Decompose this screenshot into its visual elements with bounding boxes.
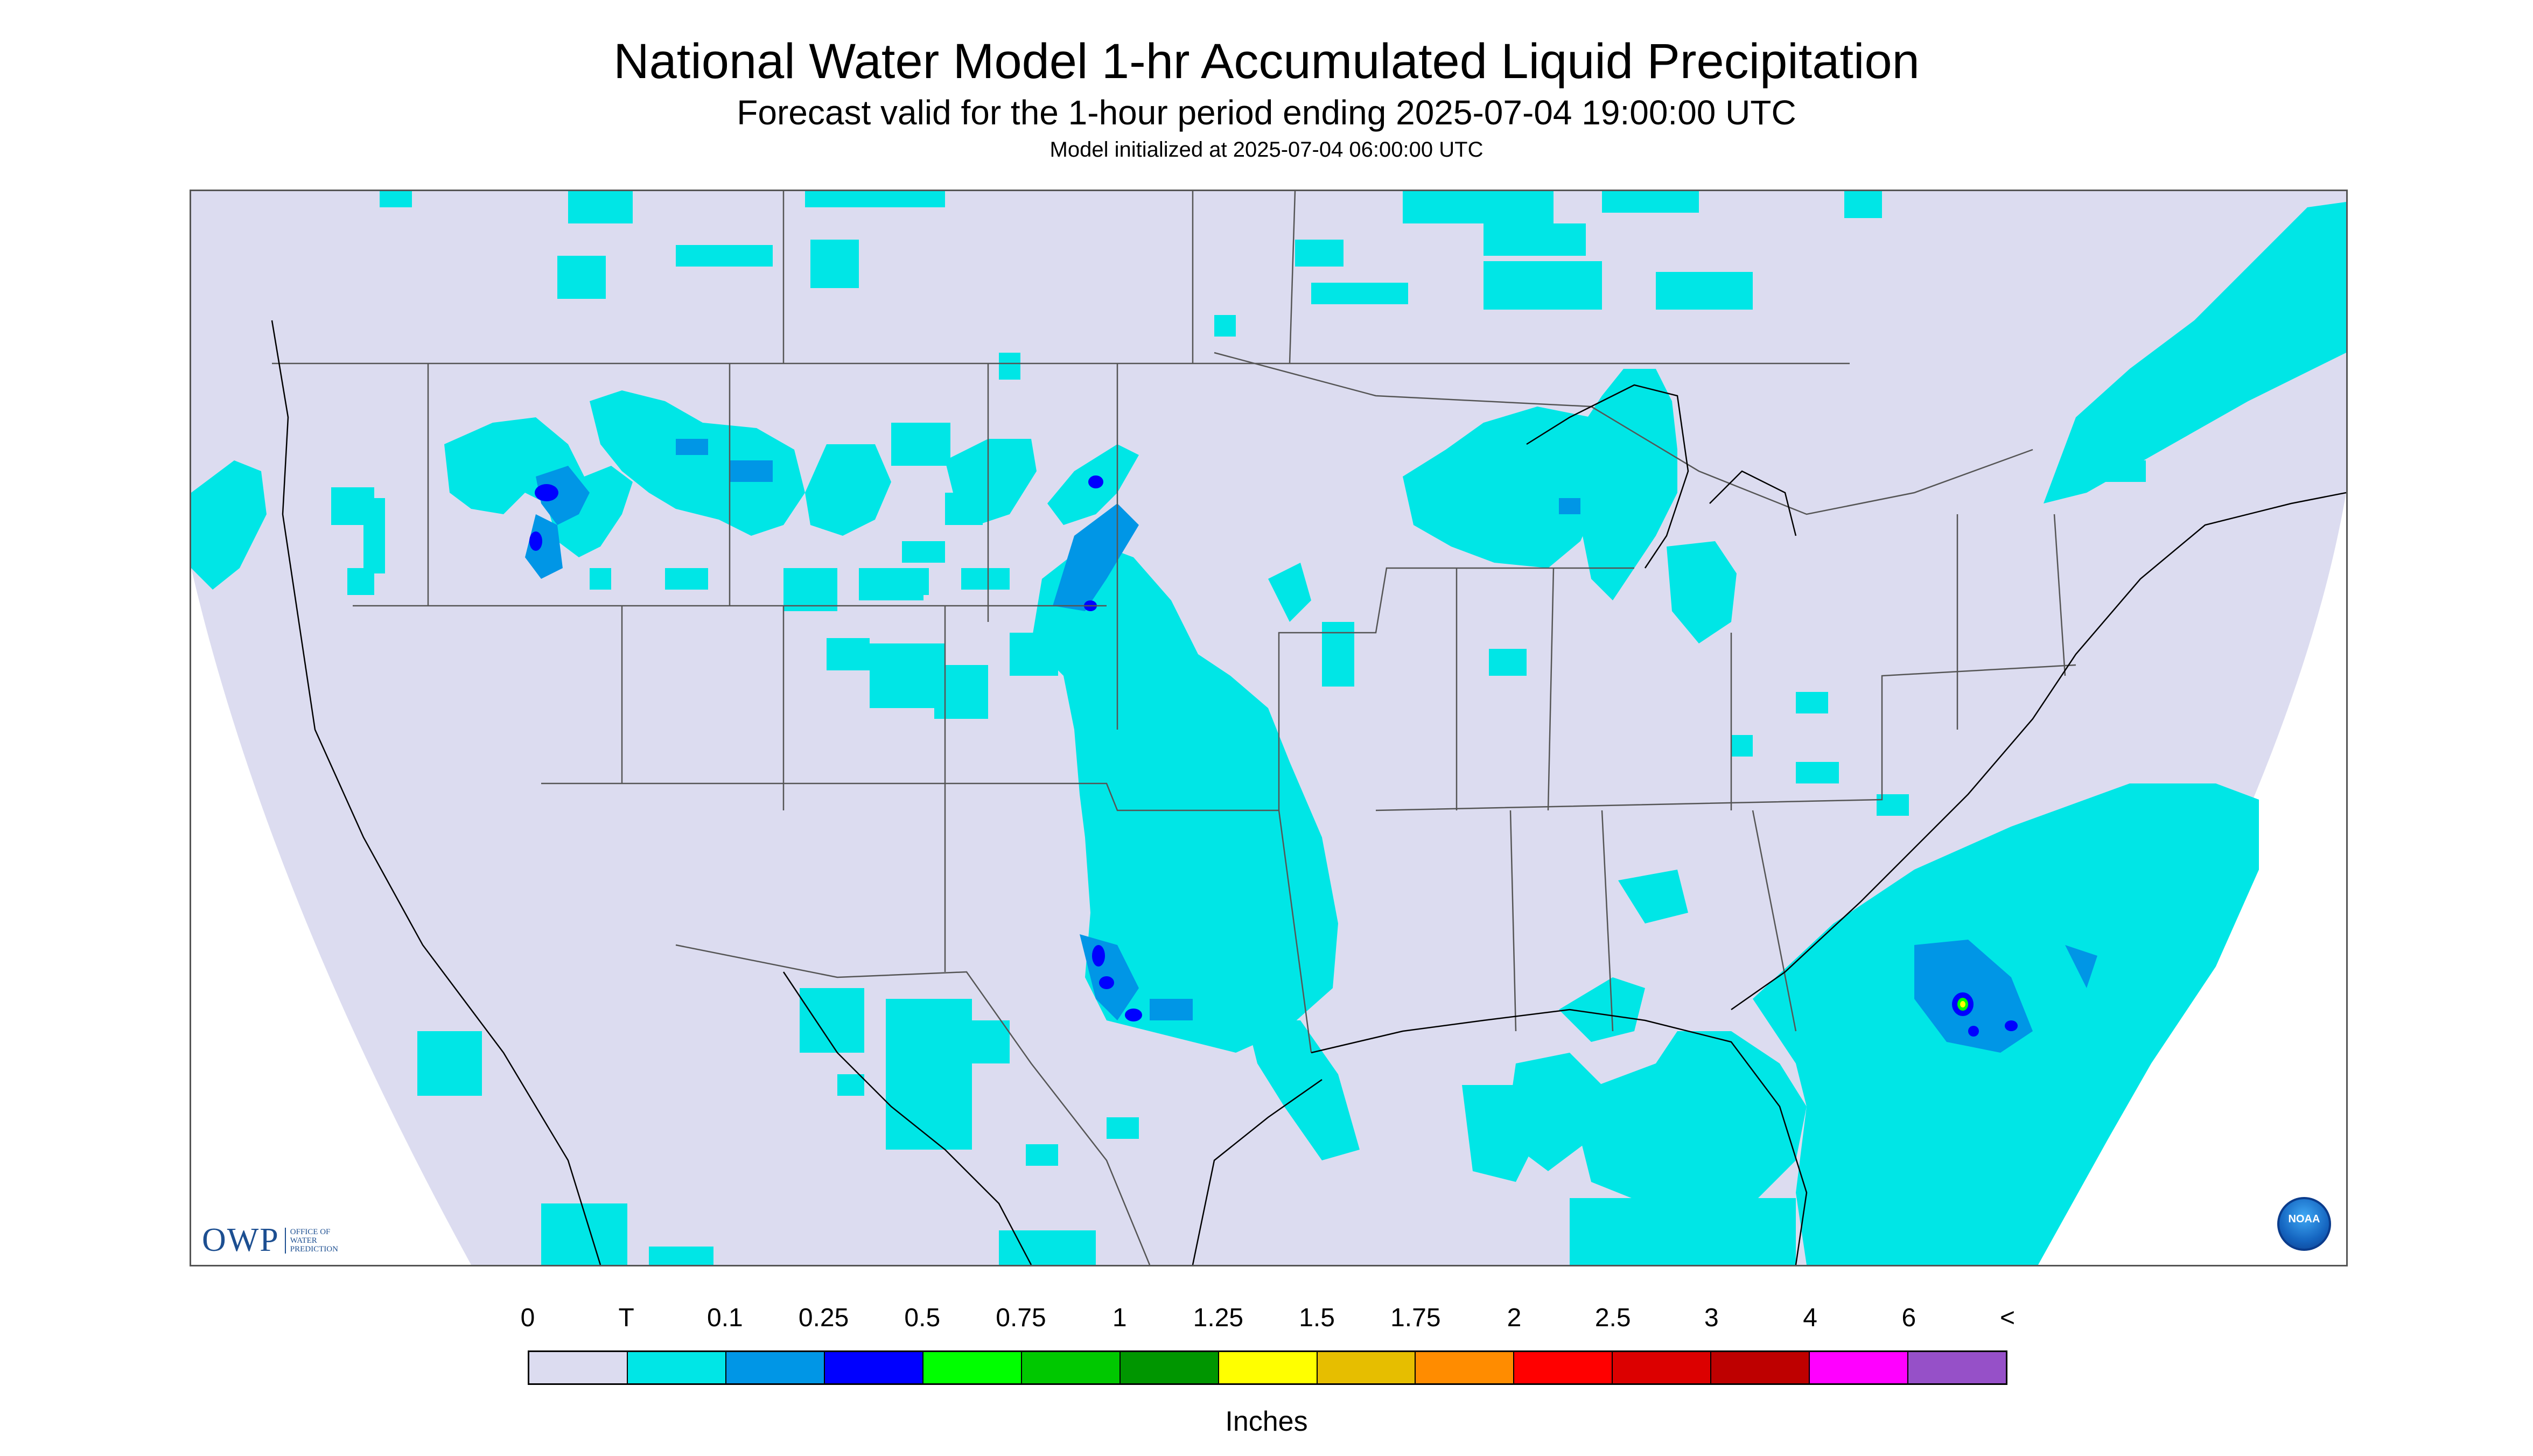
legend-label: 1 <box>1112 1304 1127 1332</box>
legend-color-bar <box>528 1350 2007 1385</box>
legend-label: 3 <box>1704 1304 1719 1332</box>
owp-logo: OWP OFFICE OF WATER PREDICTION <box>202 1221 355 1259</box>
legend-swatch <box>1810 1352 1909 1383</box>
precipitation-map: OWP OFFICE OF WATER PREDICTION NOAA <box>190 190 2348 1266</box>
map-subtitle: Forecast valid for the 1-hour period end… <box>737 93 1796 132</box>
owp-logo-mark: OWP <box>202 1222 279 1258</box>
legend-label: 0.5 <box>904 1304 941 1332</box>
legend-label: 2 <box>1507 1304 1522 1332</box>
legend-label: T <box>618 1304 634 1332</box>
legend-label: 0.25 <box>798 1304 849 1332</box>
legend-label: 1.5 <box>1299 1304 1335 1332</box>
legend-swatch <box>627 1352 726 1383</box>
noaa-logo: NOAA <box>2277 1197 2331 1251</box>
legend-swatch <box>726 1352 825 1383</box>
legend-swatch <box>1317 1352 1416 1383</box>
coastlines <box>271 320 2346 1265</box>
legend-label: 1.25 <box>1193 1304 1244 1332</box>
map-canvas <box>191 191 2346 1265</box>
legend-swatch <box>1514 1352 1613 1383</box>
legend-swatch <box>1416 1352 1515 1383</box>
precip-heavy-core <box>1957 998 1968 1011</box>
precip-moderate-areas <box>529 475 2018 1037</box>
legend-label: 1.75 <box>1390 1304 1441 1332</box>
legend-label: 0.75 <box>996 1304 1046 1332</box>
legend-swatch <box>923 1352 1022 1383</box>
legend-label: 0.1 <box>707 1304 743 1332</box>
legend-swatch <box>824 1352 923 1383</box>
legend-swatch <box>1613 1352 1712 1383</box>
legend-swatch <box>1219 1352 1318 1383</box>
legend-swatch <box>1711 1352 1810 1383</box>
legend-labels: 0 T 0.1 0.25 0.5 0.75 1 1.25 1.5 1.75 2 2.5 3 4 6 < <box>506 1303 2068 1341</box>
legend-swatch <box>1021 1352 1121 1383</box>
legend-swatch <box>1120 1352 1219 1383</box>
legend-units: Inches <box>1225 1406 1308 1437</box>
map-title: National Water Model 1-hr Accumulated Li… <box>613 34 1920 89</box>
precip-trace-areas <box>191 191 2346 1265</box>
legend-swatch <box>1908 1352 2006 1383</box>
legend-label: 2.5 <box>1594 1304 1631 1332</box>
legend-label: 4 <box>1803 1304 1817 1332</box>
legend-label: 6 <box>1901 1304 1916 1332</box>
owp-logo-text: OFFICE OF WATER PREDICTION <box>284 1227 355 1254</box>
noaa-logo-text: NOAA <box>2288 1213 2320 1225</box>
legend-label: 0 <box>520 1304 535 1332</box>
legend-label: < <box>1999 1304 2016 1332</box>
political-boundaries <box>272 191 2076 1265</box>
model-init-line: Model initialized at 2025-07-04 06:00:00… <box>1049 138 1484 162</box>
legend-swatch <box>529 1352 628 1383</box>
